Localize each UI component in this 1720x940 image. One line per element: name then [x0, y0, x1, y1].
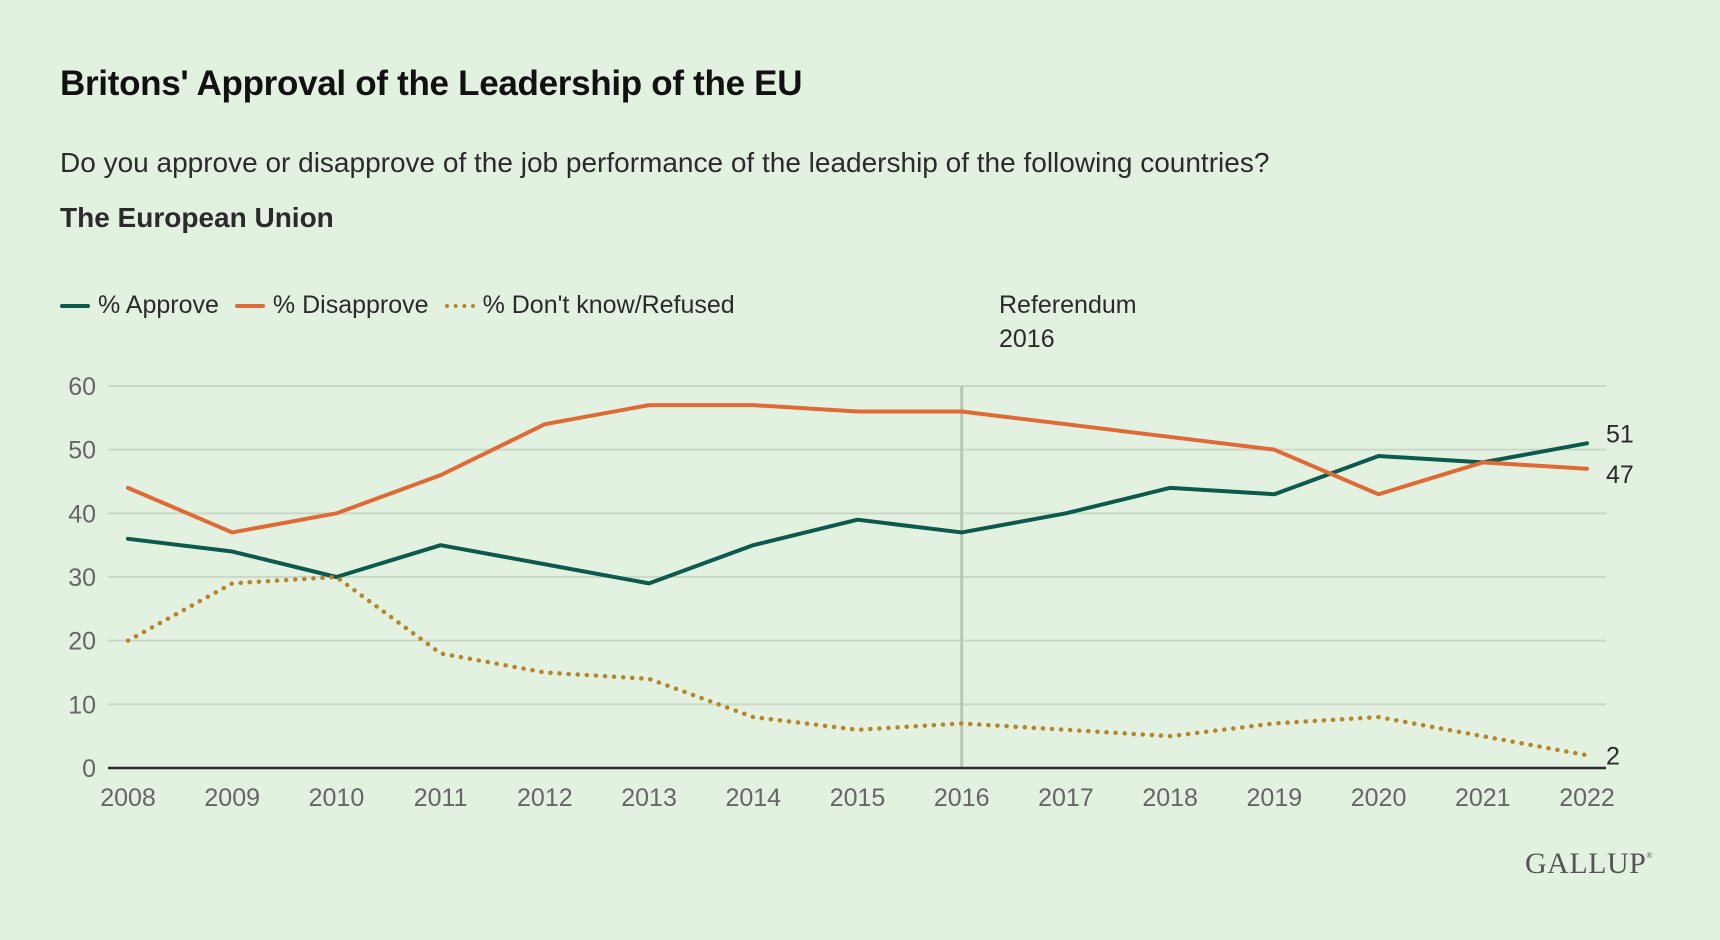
gallup-logo: GALLUP®	[1525, 847, 1653, 881]
y-tick-label: 40	[68, 500, 96, 528]
gridlines	[108, 385, 1606, 706]
referendum-annotation: Referendum 2016	[999, 288, 1137, 356]
legend-item-dont-know: % Don't know/Refused	[444, 291, 735, 320]
chart-title: Britons' Approval of the Leadership of t…	[60, 64, 803, 103]
y-tick-label: 50	[68, 437, 96, 465]
x-tick-label: 2010	[309, 784, 365, 812]
referendum-annotation-line2: 2016	[999, 325, 1055, 353]
legend-label-approve: % Approve	[98, 291, 219, 319]
x-axis-ticks: 2008 2009 2010 2011 2012 2013 2014 2015 2016 2017…	[100, 784, 1615, 812]
y-tick-label: 0	[82, 755, 96, 783]
x-tick-label: 2016	[934, 784, 990, 812]
registered-mark: ®	[1646, 851, 1653, 860]
y-tick-label: 10	[68, 691, 96, 719]
legend-item-disapprove: % Disapprove	[234, 291, 429, 320]
chart-subtitle: Do you approve or disapprove of the job …	[60, 147, 1270, 178]
x-tick-label: 2019	[1247, 784, 1303, 812]
end-label-approve: 51	[1606, 420, 1634, 448]
series-lines	[125, 403, 1590, 758]
x-tick-label: 2013	[621, 784, 677, 812]
end-label-disapprove: 47	[1606, 461, 1634, 489]
legend: % Approve % Disapprove % Don't know/Refu…	[60, 291, 735, 320]
y-tick-label: 30	[68, 564, 96, 592]
x-tick-label: 2020	[1351, 784, 1407, 812]
y-tick-label: 60	[68, 373, 96, 401]
end-labels: 51 47 2	[1606, 420, 1634, 770]
x-tick-label: 2011	[414, 784, 468, 812]
legend-label-disapprove: % Disapprove	[272, 291, 429, 319]
x-tick-label: 2009	[204, 784, 260, 812]
y-tick-label: 20	[68, 628, 96, 656]
end-label-dont-know: 2	[1606, 742, 1620, 770]
x-tick-label: 2008	[100, 784, 156, 812]
x-tick-label: 2012	[517, 784, 573, 812]
legend-swatch-approve	[60, 303, 90, 308]
legend-swatch-dont-know	[444, 303, 475, 308]
y-axis-ticks: 0 10 20 30 40 50 60	[68, 373, 96, 783]
x-tick-label: 2022	[1559, 784, 1615, 812]
x-tick-label: 2021	[1455, 784, 1511, 812]
x-tick-label: 2017	[1038, 784, 1094, 812]
chart-subhead: The European Union	[60, 202, 334, 233]
series-line-dont-know	[125, 574, 1590, 758]
x-tick-label: 2014	[725, 784, 781, 812]
gallup-logo-text: GALLUP	[1525, 847, 1647, 880]
x-tick-label: 2015	[830, 784, 886, 812]
referendum-annotation-line1: Referendum	[999, 291, 1137, 319]
legend-label-dont-know: % Don't know/Refused	[482, 291, 735, 319]
legend-swatch-disapprove	[234, 303, 265, 308]
legend-item-approve: % Approve	[60, 291, 219, 320]
x-tick-label: 2018	[1142, 784, 1198, 812]
